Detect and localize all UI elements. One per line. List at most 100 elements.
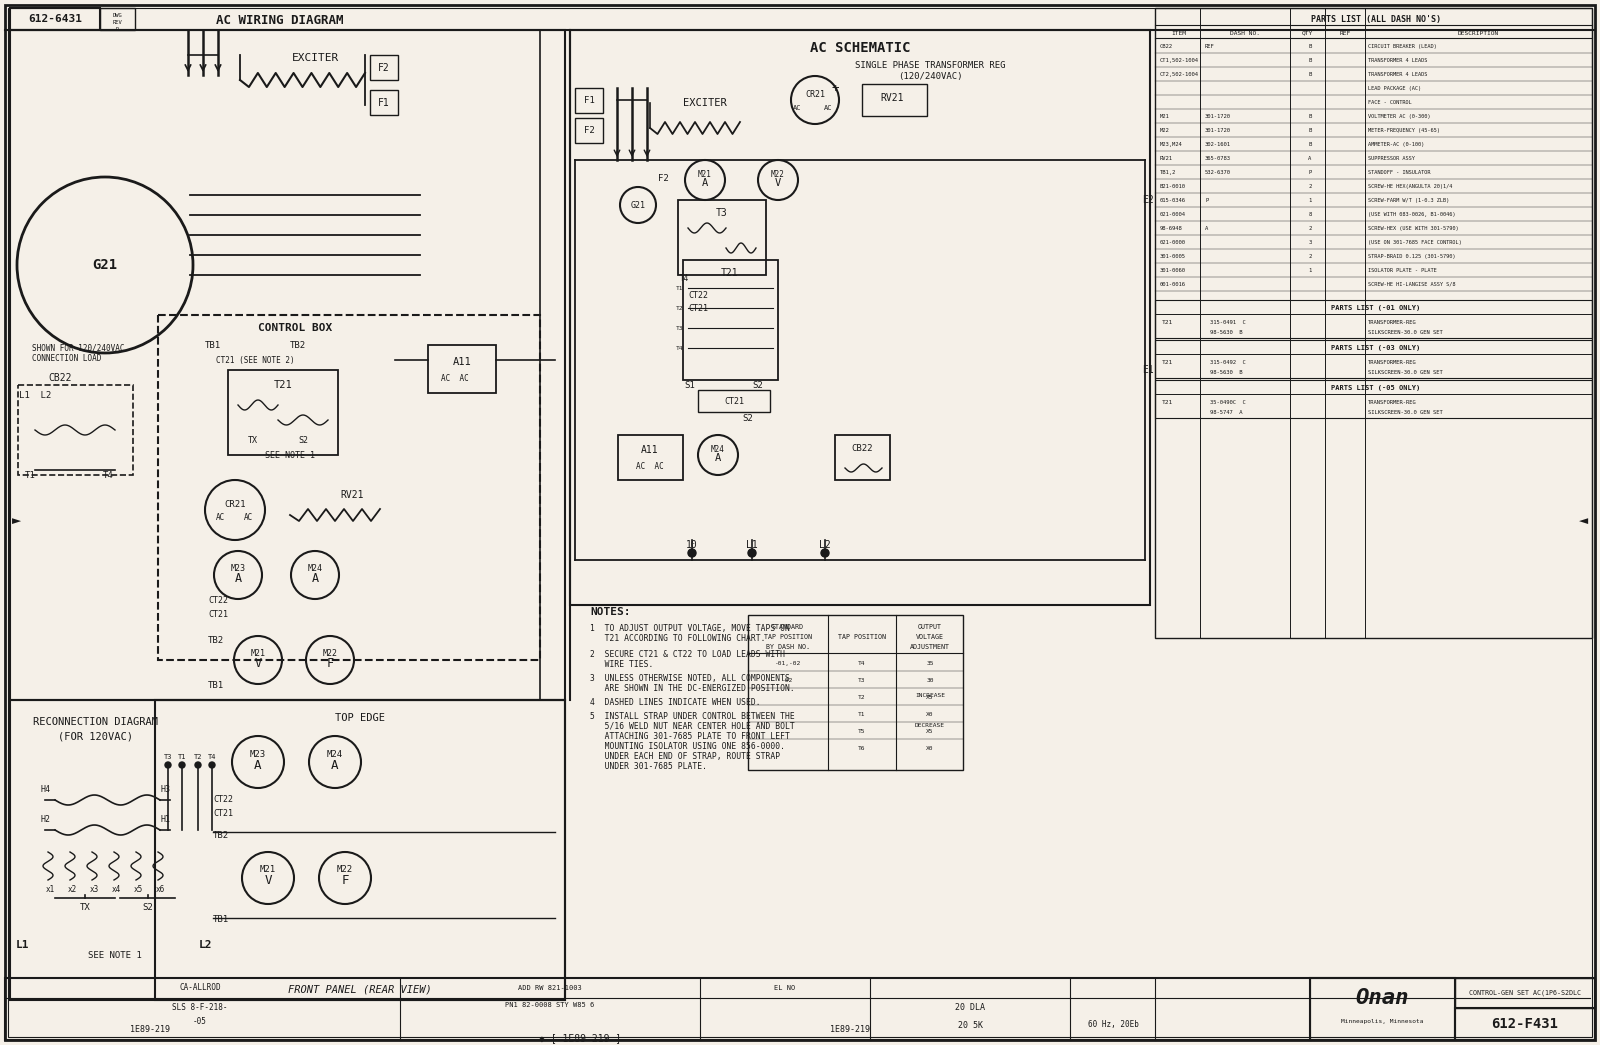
Text: UNDER 301-7685 PLATE.: UNDER 301-7685 PLATE. [590,762,707,770]
Circle shape [195,762,202,768]
Text: STANDARD: STANDARD [771,624,805,630]
Text: A: A [312,572,318,584]
Text: +: + [832,82,838,94]
Text: V: V [264,875,272,887]
Text: PN1 82-0008 STY W85 6: PN1 82-0008 STY W85 6 [506,1002,595,1008]
Text: Onan: Onan [1355,988,1408,1008]
Bar [1155,300,1592,338]
Text: RECONNECTION DIAGRAM: RECONNECTION DIAGRAM [32,717,157,727]
Text: F: F [341,875,349,887]
Text: X0: X0 [926,712,934,717]
Text: 98-6948: 98-6948 [1160,226,1182,231]
Text: L2: L2 [198,940,211,950]
Text: 1E89-219: 1E89-219 [830,1025,870,1035]
Text: 315-0492  C: 315-0492 C [1210,359,1246,365]
Text: P: P [1205,198,1208,203]
Text: T2: T2 [194,754,202,760]
Text: 60 Hz, 20Eb: 60 Hz, 20Eb [1088,1021,1139,1029]
Text: Minneapolis, Minnesota: Minneapolis, Minnesota [1341,1020,1424,1024]
Text: A: A [254,759,262,771]
Text: 302-1601: 302-1601 [1205,141,1230,146]
Text: TX: TX [248,436,258,444]
Text: M21: M21 [698,169,712,179]
Text: EXCITER: EXCITER [683,98,726,108]
Text: SILKSCREEN-30.0 GEN SET: SILKSCREEN-30.0 GEN SET [1368,410,1443,415]
Text: M21: M21 [1160,114,1170,118]
Text: x6: x6 [155,885,165,895]
Text: H1: H1 [160,815,170,825]
Text: TRANSFORMER-REG: TRANSFORMER-REG [1368,399,1416,404]
Text: 1: 1 [1309,198,1312,203]
Text: x2: x2 [67,885,77,895]
Text: DESCRIPTION: DESCRIPTION [1458,30,1499,36]
Bar [683,260,778,380]
Bar [229,370,338,455]
Text: SILKSCREEN-30.0 GEN SET: SILKSCREEN-30.0 GEN SET [1368,370,1443,374]
Text: SHOWN FOR 120/240VAC: SHOWN FOR 120/240VAC [32,344,125,352]
Text: NOTES:: NOTES: [590,607,630,617]
Bar [1155,380,1592,418]
Text: x4: x4 [112,885,120,895]
Text: EXCITER: EXCITER [291,53,339,63]
Text: M22: M22 [1160,127,1170,133]
Bar [574,118,603,143]
Text: RV21: RV21 [1160,156,1173,161]
Text: x5: x5 [133,885,142,895]
Text: ATTACHING 301-7685 PLATE TO FRONT LEFT: ATTACHING 301-7685 PLATE TO FRONT LEFT [590,732,790,741]
Text: DECREASE: DECREASE [915,722,946,727]
Text: B21-0010: B21-0010 [1160,184,1186,188]
Text: STANDOFF - INSULATOR: STANDOFF - INSULATOR [1368,169,1430,175]
Text: F2: F2 [584,125,594,135]
Text: 20 5K: 20 5K [957,1021,982,1029]
Text: 301-0005: 301-0005 [1160,254,1186,258]
Text: T5: T5 [858,728,866,734]
Text: E2: E2 [1142,195,1154,205]
Text: PARTS LIST (-03 ONLY): PARTS LIST (-03 ONLY) [1331,345,1421,351]
Circle shape [688,549,696,557]
Text: CR21: CR21 [805,90,826,98]
Text: S2: S2 [142,903,154,911]
Bar [101,8,134,30]
Text: (120/240VAC): (120/240VAC) [898,71,962,80]
Circle shape [179,762,186,768]
Bar [749,616,963,770]
Text: ITEM: ITEM [1171,30,1187,36]
Text: SEE NOTE 1: SEE NOTE 1 [88,951,142,959]
Text: TRANSFORMER-REG: TRANSFORMER-REG [1368,359,1416,365]
Text: T21 ACCORDING TO FOLLOWING CHART.: T21 ACCORDING TO FOLLOWING CHART. [590,633,765,643]
Text: CT22: CT22 [213,795,234,805]
Text: 612-F431: 612-F431 [1491,1017,1558,1031]
Text: X5: X5 [926,695,934,699]
Text: -05: -05 [194,1018,206,1026]
Text: LEAD PACKAGE (AC): LEAD PACKAGE (AC) [1368,86,1421,91]
Bar [678,200,766,275]
Text: A: A [1205,226,1208,231]
Text: F: F [326,656,333,670]
Bar [10,700,565,1000]
Text: 015-0346: 015-0346 [1160,198,1186,203]
Text: DASH NO.: DASH NO. [1230,30,1261,36]
Text: SLS 8-F-218-: SLS 8-F-218- [173,1003,227,1013]
Text: TOP EDGE: TOP EDGE [334,713,386,723]
Text: V: V [774,178,781,188]
Text: 5/16 WELD NUT NEAR CENTER HOLE AND BOLT: 5/16 WELD NUT NEAR CENTER HOLE AND BOLT [590,721,795,730]
Text: x1: x1 [45,885,54,895]
Text: 20 DLA: 20 DLA [955,1003,986,1013]
Text: T3: T3 [163,754,173,760]
Text: 2  SECURE CT21 & CT22 TO LOAD LEADS WITH: 2 SECURE CT21 & CT22 TO LOAD LEADS WITH [590,650,786,658]
Text: T4: T4 [858,660,866,666]
Bar [570,30,1150,605]
Text: CT2,502-1004: CT2,502-1004 [1160,71,1198,76]
Text: MOUNTING ISOLATOR USING ONE 856-0000.: MOUNTING ISOLATOR USING ONE 856-0000. [590,742,786,750]
Text: TAP POSITION: TAP POSITION [765,634,813,640]
Text: G21: G21 [630,201,645,209]
Text: PARTS LIST (-01 ONLY): PARTS LIST (-01 ONLY) [1331,305,1421,311]
Circle shape [749,549,757,557]
Text: CONNECTION LOAD: CONNECTION LOAD [32,353,101,363]
Text: CONTROL-GEN SET AC(1P6-S2DLC: CONTROL-GEN SET AC(1P6-S2DLC [1469,990,1581,996]
Text: CB22: CB22 [851,443,872,452]
Text: 35: 35 [926,660,934,666]
Text: S2: S2 [298,436,309,444]
Text: H3: H3 [160,786,170,794]
Text: TB2: TB2 [290,341,306,349]
